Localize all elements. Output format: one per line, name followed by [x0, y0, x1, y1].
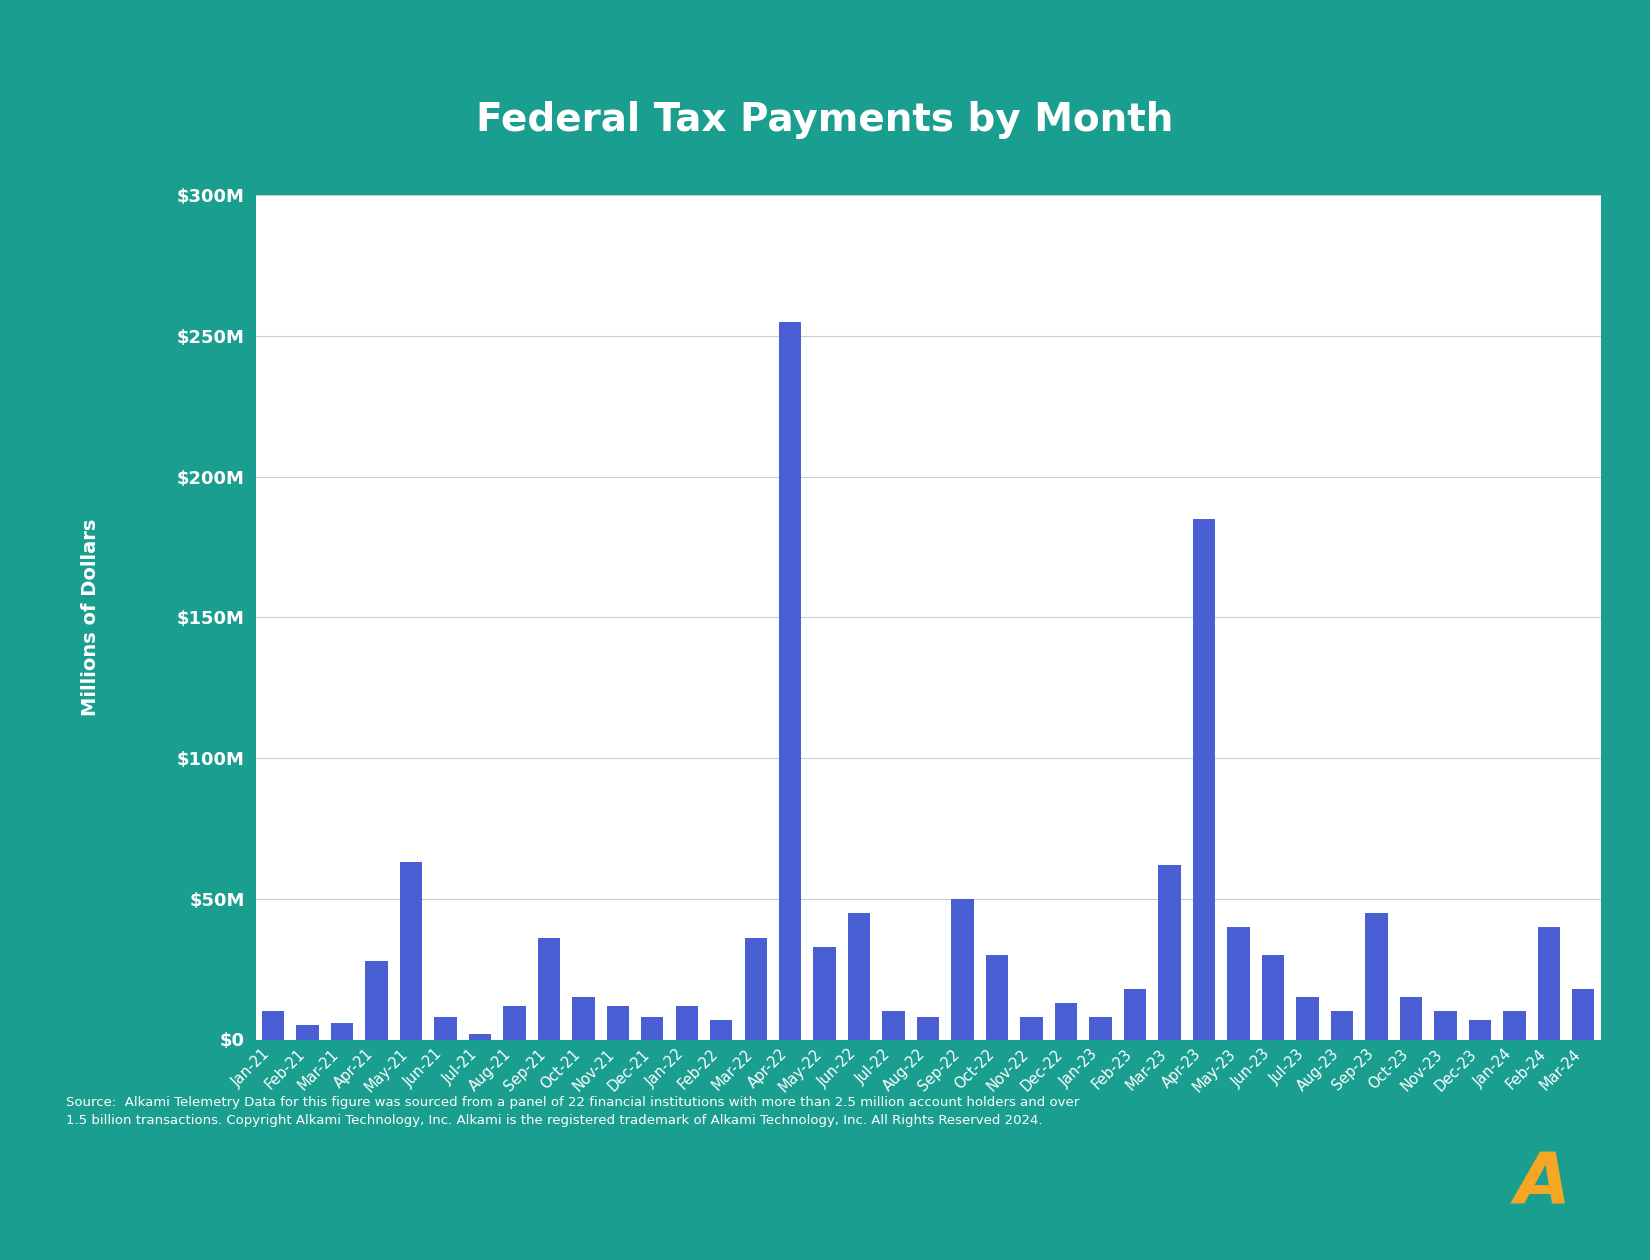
Bar: [883, 1012, 904, 1040]
Bar: [1572, 989, 1594, 1040]
Bar: [365, 960, 388, 1040]
Bar: [1503, 1012, 1526, 1040]
Bar: [952, 898, 974, 1040]
Y-axis label: Millions of Dollars: Millions of Dollars: [81, 519, 101, 716]
Bar: [262, 1012, 284, 1040]
Bar: [538, 939, 559, 1040]
Bar: [330, 1023, 353, 1040]
Bar: [917, 1017, 939, 1040]
Text: A: A: [1515, 1150, 1571, 1218]
Bar: [744, 939, 767, 1040]
Bar: [1193, 519, 1214, 1040]
Bar: [642, 1017, 663, 1040]
Bar: [1228, 927, 1249, 1040]
Bar: [469, 1034, 492, 1040]
Bar: [434, 1017, 457, 1040]
Bar: [1124, 989, 1147, 1040]
Bar: [987, 955, 1008, 1040]
Bar: [779, 321, 802, 1040]
Text: Federal Tax Payments by Month: Federal Tax Payments by Month: [477, 101, 1173, 139]
Bar: [1434, 1012, 1457, 1040]
Bar: [1365, 912, 1388, 1040]
Bar: [1538, 927, 1559, 1040]
Bar: [1297, 998, 1318, 1040]
Bar: [710, 1019, 733, 1040]
Bar: [607, 1005, 629, 1040]
Bar: [1020, 1017, 1043, 1040]
Bar: [297, 1026, 318, 1039]
Bar: [399, 862, 422, 1040]
Text: Source:  Alkami Telemetry Data for this figure was sourced from a panel of 22 fi: Source: Alkami Telemetry Data for this f…: [66, 1096, 1079, 1128]
Bar: [1262, 955, 1284, 1040]
Bar: [1468, 1019, 1492, 1040]
Bar: [848, 912, 870, 1040]
Bar: [1089, 1017, 1112, 1040]
Bar: [675, 1005, 698, 1040]
Bar: [1158, 866, 1181, 1040]
Bar: [573, 998, 594, 1040]
Bar: [813, 946, 837, 1040]
Bar: [1330, 1012, 1353, 1040]
Bar: [1399, 998, 1422, 1040]
Bar: [503, 1005, 526, 1040]
Bar: [1054, 1003, 1077, 1040]
